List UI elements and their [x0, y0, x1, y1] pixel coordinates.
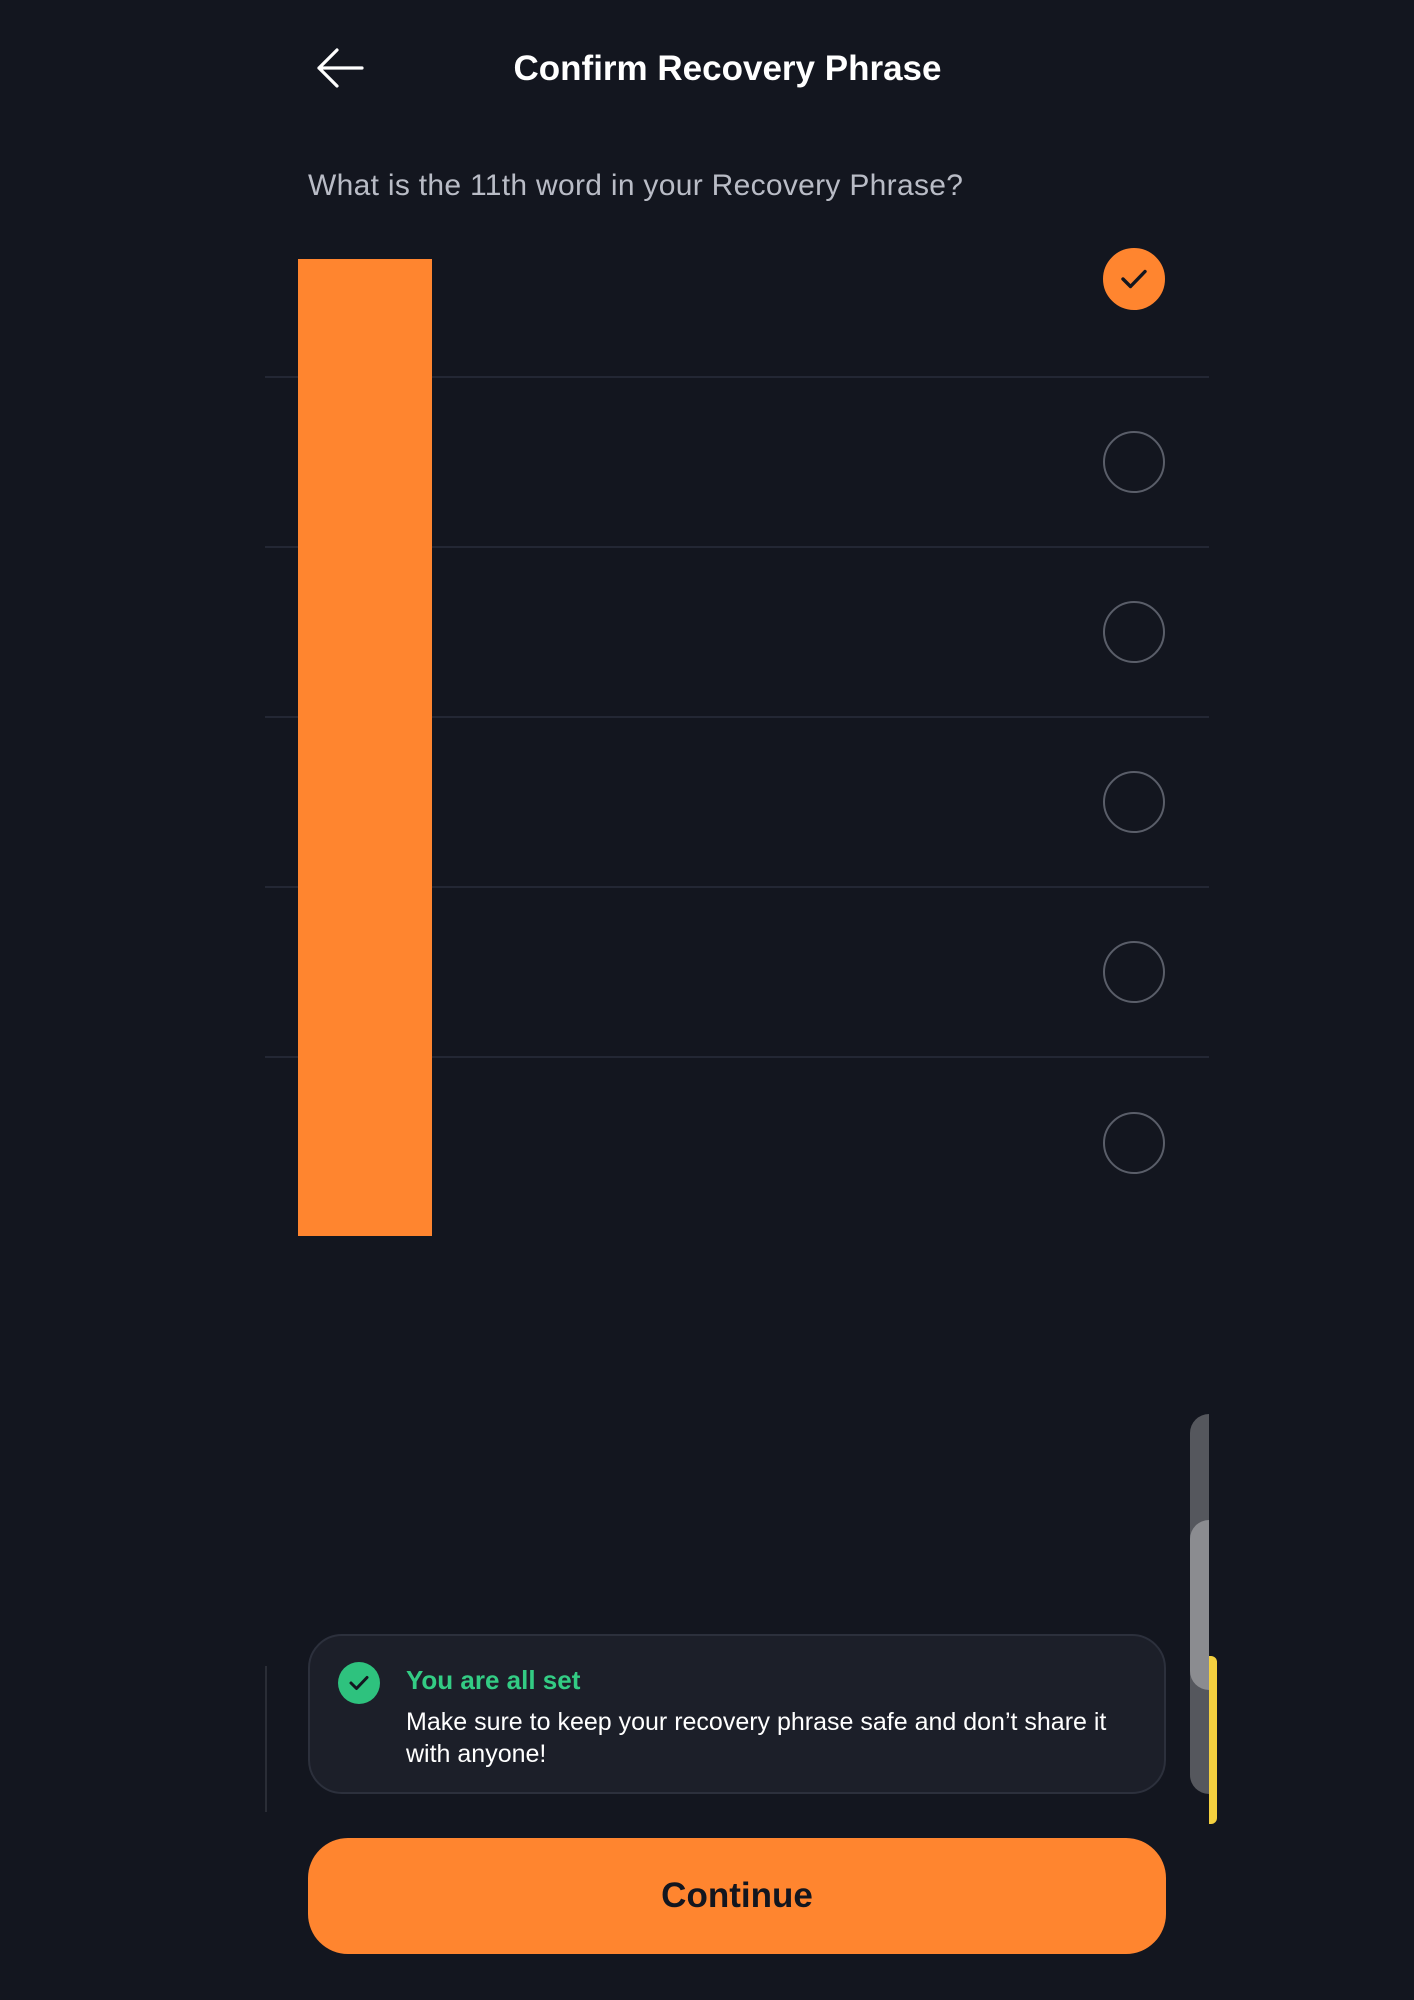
word-option-6[interactable]	[265, 1058, 1209, 1228]
word-option-4[interactable]	[265, 718, 1209, 888]
word-option-5[interactable]	[265, 888, 1209, 1058]
side-panel-handle-highlight	[1190, 1520, 1209, 1690]
word-option-3[interactable]	[265, 548, 1209, 718]
continue-button[interactable]: Continue	[308, 1838, 1166, 1954]
check-circle-icon	[338, 1662, 380, 1704]
radio-unselected-icon[interactable]	[1103, 771, 1165, 833]
toast-message: Make sure to keep your recovery phrase s…	[406, 1708, 1107, 1768]
side-panel-accent-strip	[1209, 1656, 1217, 1824]
radio-selected-check-icon[interactable]	[1103, 248, 1165, 310]
radio-unselected-icon[interactable]	[1103, 601, 1165, 663]
toast-title: You are all set	[406, 1665, 581, 1695]
page-title: Confirm Recovery Phrase	[513, 49, 942, 88]
word-options-list	[265, 206, 1209, 1228]
question-prompt: What is the 11th word in your Recovery P…	[308, 169, 964, 202]
redaction-block	[298, 259, 432, 1236]
arrow-left-icon	[315, 47, 365, 94]
radio-unselected-icon[interactable]	[1103, 1112, 1165, 1174]
word-option-2[interactable]	[265, 378, 1209, 548]
success-toast: You are all set Make sure to keep your r…	[308, 1634, 1166, 1794]
divider	[265, 1666, 267, 1812]
radio-unselected-icon[interactable]	[1103, 431, 1165, 493]
word-option-1[interactable]	[265, 206, 1209, 378]
back-button[interactable]	[310, 44, 370, 96]
radio-unselected-icon[interactable]	[1103, 941, 1165, 1003]
